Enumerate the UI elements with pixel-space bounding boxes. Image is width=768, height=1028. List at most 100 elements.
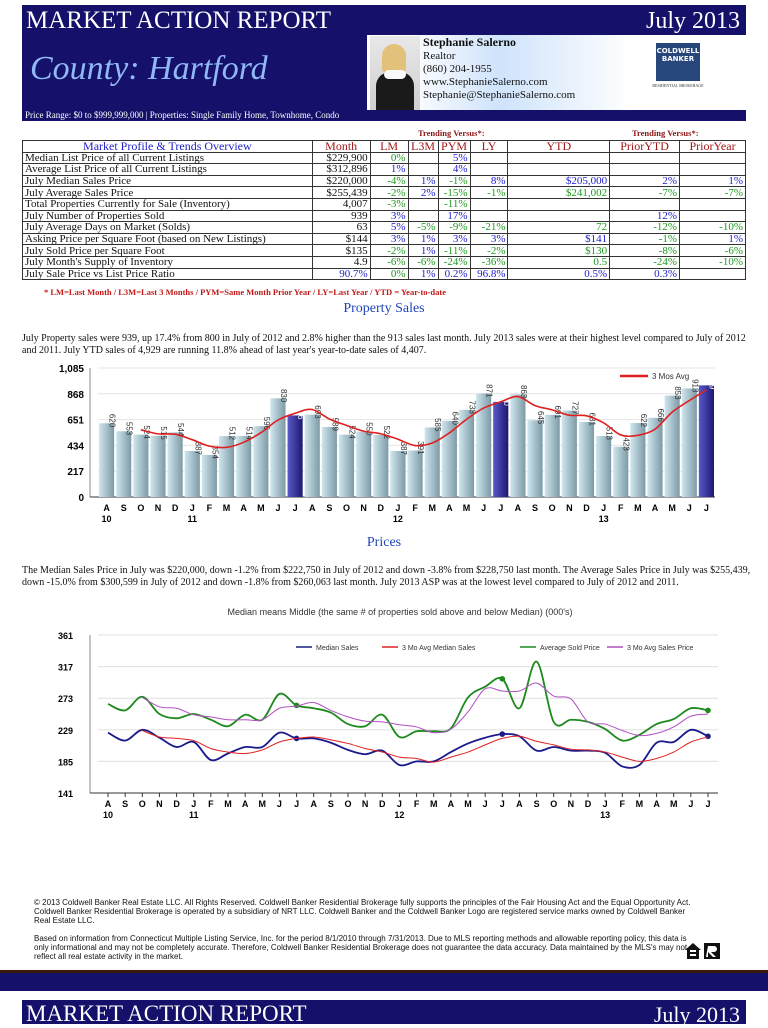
footer-title: MARKET ACTION REPORT [26, 1001, 307, 1026]
bar-label: 871 [485, 384, 494, 398]
year-label: 13 [600, 810, 610, 820]
month-value: 4.9 [311, 255, 371, 269]
month-value: 90.7% [311, 267, 371, 281]
agent-website[interactable]: www.StephanieSalerno.com [423, 76, 548, 88]
column-header: LY [469, 140, 509, 153]
month-value: $229,900 [311, 151, 371, 165]
row-label: Total Properties Currently for Sale (Inv… [22, 197, 313, 211]
trend-value: -8% [609, 244, 681, 257]
bar-label: 387 [399, 442, 408, 456]
x-tick-label: J [397, 799, 402, 809]
row-label: July Average Days on Market (Solds) [22, 221, 313, 234]
trend-value: -7% [609, 186, 681, 199]
bar [561, 410, 577, 497]
legend-label: 3 Mo Avg Median Sales [402, 645, 476, 652]
x-tick-label: S [121, 503, 127, 513]
trend-value: 3% [437, 232, 471, 246]
bar [321, 426, 337, 497]
x-tick-label: M [259, 799, 267, 809]
bar-label: 354 [210, 446, 219, 460]
x-tick-label: S [326, 503, 332, 513]
x-tick-label: M [224, 799, 232, 809]
copyright-text: © 2013 Coldwell Banker Real Estate LLC. … [34, 898, 691, 925]
x-tick-label: F [618, 503, 624, 513]
x-tick-label: O [343, 503, 350, 513]
trend-value: 1% [407, 174, 439, 188]
x-tick-label: J [275, 503, 280, 513]
bar [390, 450, 406, 497]
footer-band [0, 973, 768, 991]
x-tick-label: M [223, 503, 231, 513]
column-header: YTD [507, 140, 611, 153]
legend-label: 3 Mos Avg [652, 372, 689, 381]
bar-label: 733 [467, 400, 476, 414]
x-tick-label: D [379, 799, 386, 809]
y-tick-label: 0 [78, 493, 84, 504]
bar [184, 450, 200, 497]
row-label: July Average Sales Price [22, 186, 313, 199]
bar-label: 939 [707, 376, 716, 390]
bar [407, 450, 423, 497]
x-tick-label: J [277, 799, 282, 809]
x-tick-label: O [137, 503, 144, 513]
y-tick-label: 273 [58, 694, 73, 704]
bar [116, 431, 132, 497]
report-header: MARKET ACTION REPORT July 2013 [22, 5, 746, 38]
legend-label: Average Sold Price [540, 645, 600, 652]
data-marker [705, 707, 711, 714]
x-tick-label: J [601, 503, 606, 513]
x-tick-label: M [428, 503, 436, 513]
bar-label: 645 [536, 411, 545, 425]
row-label: July Sale Price vs List Price Ratio [22, 267, 313, 281]
x-tick-label: A [448, 799, 455, 809]
year-label: 12 [393, 514, 403, 524]
bar [253, 426, 269, 497]
trend-value: 0.2% [437, 267, 471, 281]
x-tick-label: A [310, 799, 317, 809]
bar-label: 863 [519, 385, 528, 399]
y-tick-label: 361 [58, 631, 73, 641]
trend-value: -36% [469, 255, 509, 269]
x-tick-label: N [568, 799, 575, 809]
agent-email[interactable]: Stephanie@StephanieSalerno.com [423, 89, 576, 101]
column-header: Market Profile & Trends Overview [22, 140, 313, 153]
property-sales-heading: Property Sales [343, 301, 425, 316]
x-tick-label: A [653, 799, 660, 809]
trend-value: 0.5% [507, 267, 611, 281]
trend-value [609, 163, 681, 176]
footer-bar: MARKET ACTION REPORT July 2013 [22, 1000, 746, 1027]
x-tick-label: M [670, 799, 678, 809]
row-label: July Median Sales Price [22, 174, 313, 188]
report-title: MARKET ACTION REPORT [26, 7, 332, 34]
x-tick-label: N [362, 799, 369, 809]
x-tick-label: F [412, 503, 418, 513]
series-line [107, 660, 709, 742]
x-tick-label: D [172, 503, 179, 513]
trend-value: -12% [609, 221, 681, 234]
trend-value [469, 151, 509, 165]
x-tick-label: J [688, 799, 693, 809]
year-label: 13 [599, 514, 609, 524]
x-tick-label: A [105, 799, 112, 809]
trend-value: 0% [369, 267, 409, 281]
row-label: Average List Price of all Current Listin… [22, 163, 313, 176]
trend-value: 2% [609, 174, 681, 188]
prices-text: The Median Sales Price in July was $220,… [22, 565, 751, 588]
bar [698, 385, 714, 497]
y-tick-label: 317 [58, 663, 73, 673]
bar [218, 436, 235, 497]
x-tick-label: J [293, 503, 298, 513]
month-value: $135 [311, 244, 371, 257]
trend-value [407, 209, 439, 223]
chart-title: Median means Middle (the same # of prope… [228, 607, 573, 617]
bar [201, 454, 217, 497]
x-tick-label: N [155, 503, 162, 513]
column-header: PriorYear [679, 140, 746, 153]
x-tick-label: O [139, 799, 146, 809]
x-tick-label: O [550, 799, 557, 809]
x-tick-label: A [652, 503, 659, 513]
trend-value: -2% [369, 244, 409, 257]
trend-value: $205,000 [507, 174, 611, 188]
x-tick-label: A [309, 503, 316, 513]
bar-label: 387 [193, 442, 202, 456]
